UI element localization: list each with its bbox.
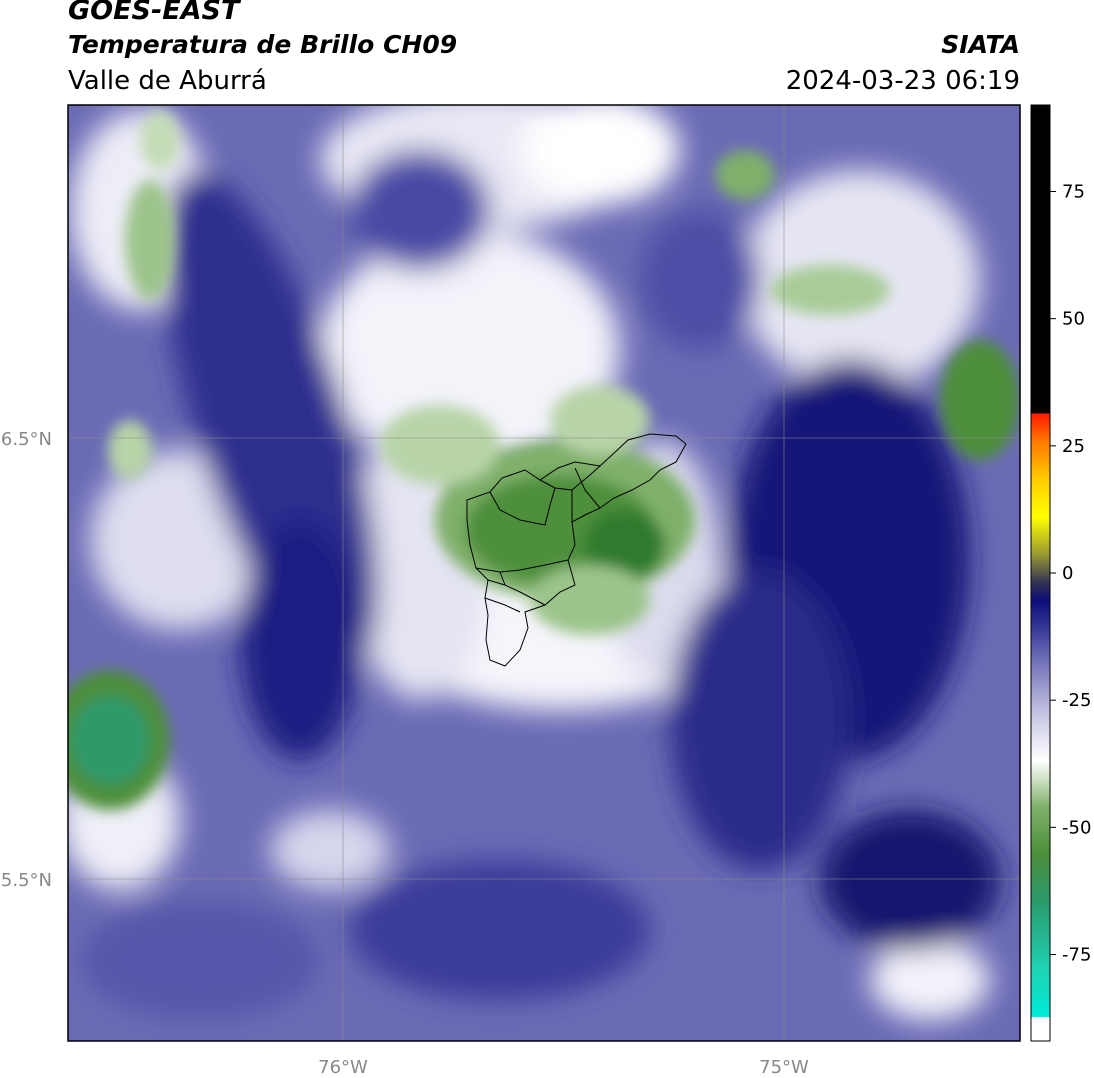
agency-label: SIATA [941,30,1020,59]
colorbar-tick-label: -50 [1062,817,1091,838]
colorbar-tick-label: -25 [1062,690,1091,711]
lon-label-west: 76°W [318,1057,368,1078]
municipality-boundaries [466,433,687,667]
colorbar-tick-label: 25 [1062,436,1085,457]
colorbar-tick-label: -75 [1062,945,1091,966]
map-frame [67,104,1021,1042]
colorbar-scale [1030,104,1051,1042]
colorbar-tick-label: 0 [1062,563,1073,584]
lat-label-south: 5.5°N [1,870,52,891]
timestamp-label: 2024-03-23 06:19 [785,66,1020,96]
colorbar-tick-label: 75 [1062,181,1085,202]
graticule [68,105,1020,1041]
product-title: Temperatura de Brillo CH09 [68,30,458,59]
colorbar-tick-label: 50 [1062,309,1085,330]
colorbar-ticks: 75 50 25 0 -25 -50 -75 [1050,181,1091,966]
region-label: Valle de Aburrá [68,66,267,96]
lon-label-east: 75°W [759,1057,809,1078]
colorbar: 75 50 25 0 -25 -50 -75 [1030,104,1091,1042]
satellite-title: GOES-EAST [68,0,240,26]
map-field [68,105,1020,1041]
lat-label-north: 6.5°N [1,429,52,450]
